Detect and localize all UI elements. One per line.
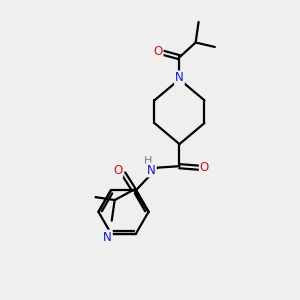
Text: H: H xyxy=(144,156,152,166)
Text: O: O xyxy=(153,45,163,58)
Text: N: N xyxy=(147,164,156,176)
Text: O: O xyxy=(200,161,209,174)
Text: N: N xyxy=(175,71,184,84)
Text: O: O xyxy=(113,164,122,177)
Text: N: N xyxy=(103,230,112,244)
